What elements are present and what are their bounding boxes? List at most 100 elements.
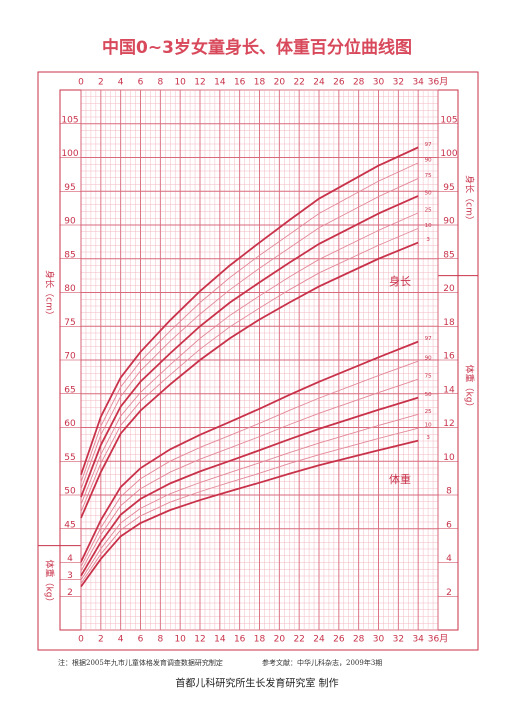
- series-line: [80, 178, 419, 490]
- y2-tick-label: 3: [67, 571, 73, 581]
- x-tick-label: 28: [353, 635, 365, 645]
- axis-title: 体重（kg）: [44, 560, 56, 607]
- x-tick-label: 14: [214, 78, 226, 88]
- axis-title: 身长（cm）: [464, 175, 476, 225]
- x-tick-label: 24: [313, 635, 325, 645]
- x-tick-label: 18: [254, 78, 266, 88]
- y-tick-label: 70: [64, 352, 76, 362]
- y2-tick-label: 10: [443, 453, 455, 463]
- y-tick-label: 85: [443, 250, 454, 260]
- x-tick-label: 6: [138, 78, 144, 88]
- x-tick-label: 32: [393, 78, 404, 88]
- y-tick-label: 105: [61, 115, 78, 125]
- x-tick-label: 30: [373, 635, 385, 645]
- y2-tick-label: 16: [443, 352, 455, 362]
- x-tick-label: 4: [118, 78, 124, 88]
- y2-tick-label: 2: [446, 588, 452, 598]
- series-label: 10: [425, 223, 432, 229]
- series-line: [80, 212, 419, 505]
- x-tick-label: 32: [393, 635, 404, 645]
- series-label: 75: [425, 374, 432, 380]
- y-tick-label: 90: [443, 217, 455, 227]
- series-label: 97: [425, 142, 432, 148]
- y-tick-label: 90: [64, 217, 76, 227]
- series-line: [80, 413, 419, 581]
- x-tick-label: 10: [174, 78, 186, 88]
- x-tick-label: 0: [78, 78, 84, 88]
- y-tick-label: 100: [440, 149, 457, 159]
- y-tick-label: 60: [64, 419, 76, 429]
- x-tick-label: 22: [293, 635, 304, 645]
- series-label: 90: [425, 157, 432, 163]
- y-tick-label: 55: [64, 453, 75, 463]
- x-tick-label: 12: [194, 635, 205, 645]
- y2-tick-label: 14: [443, 385, 455, 395]
- series-label: 97: [425, 336, 432, 342]
- series-label: 90: [425, 356, 432, 362]
- y2-tick-label: 20: [443, 284, 455, 294]
- note: 体重: [389, 472, 411, 486]
- x-tick-label: 0: [78, 635, 84, 645]
- x-tick-label: 28: [353, 78, 365, 88]
- y-tick-label: 50: [64, 487, 76, 497]
- x-tick-label: 2: [98, 78, 104, 88]
- x-tick-label: 20: [274, 78, 286, 88]
- frame: [37, 71, 479, 651]
- x-tick-label: 30: [373, 78, 385, 88]
- series-label: 50: [425, 190, 432, 196]
- series-label: 3: [426, 237, 430, 243]
- y2-tick-label: 18: [443, 318, 455, 328]
- y2-tick-label: 2: [67, 588, 73, 598]
- series-line: [80, 241, 419, 519]
- y-tick-label: 65: [64, 385, 75, 395]
- x-tick-label: 20: [274, 635, 286, 645]
- series-label: 25: [425, 207, 432, 213]
- x-tick-label: 4: [118, 635, 124, 645]
- series-line: [80, 146, 419, 476]
- series-label: 75: [425, 173, 432, 179]
- x-tick-label: 2: [98, 635, 104, 645]
- y2-tick-label: 12: [443, 419, 454, 429]
- series-label: 3: [426, 435, 430, 441]
- y-tick-label: 105: [440, 115, 457, 125]
- maker: 首都儿科研究所生长发育研究室 制作: [175, 677, 338, 690]
- y2-tick-label: 4: [67, 554, 73, 564]
- note: 身长: [389, 274, 411, 288]
- x-tick-label: 8: [157, 78, 163, 88]
- x-tick-label: 16: [234, 78, 246, 88]
- y2-tick-label: 6: [446, 520, 452, 530]
- footnote: 注：根据2005年九市儿童体格发育调查数据研究制定: [58, 658, 223, 667]
- series-line: [80, 340, 419, 563]
- y-tick-label: 95: [443, 183, 454, 193]
- axis-title: 体重（kg）: [464, 365, 476, 412]
- series-label: 10: [425, 423, 432, 429]
- series-line: [80, 439, 419, 588]
- series-line: [80, 227, 419, 513]
- series-label: 25: [425, 409, 432, 415]
- series-line: [80, 396, 419, 577]
- y-tick-label: 75: [64, 318, 75, 328]
- x-tick-label: 34: [412, 635, 424, 645]
- x-tick-label: 26: [333, 78, 345, 88]
- x-tick-label: 26: [333, 635, 345, 645]
- series-label: 50: [425, 392, 432, 398]
- x-tick-label: 6: [138, 635, 144, 645]
- series-line: [80, 162, 419, 483]
- x-tick-label: 12: [194, 78, 205, 88]
- series-line: [80, 195, 419, 498]
- series-line: [80, 378, 419, 572]
- x-tick-label: 34: [412, 78, 424, 88]
- axis-title: 身长（cm）: [44, 270, 56, 320]
- series-line: [80, 427, 419, 584]
- x-tick-label: 36月: [428, 77, 448, 88]
- y-tick-label: 95: [64, 183, 75, 193]
- y2-tick-label: 8: [446, 487, 452, 497]
- chart-title: 中国0~3岁女童身长、体重百分位曲线图: [102, 37, 412, 58]
- x-tick-label: 22: [293, 78, 304, 88]
- x-tick-label: 8: [157, 635, 163, 645]
- y-tick-label: 45: [64, 520, 75, 530]
- series-line: [80, 360, 419, 567]
- y-tick-label: 85: [64, 250, 75, 260]
- reference: 参考文献：中华儿科杂志，2009年3期: [262, 658, 382, 667]
